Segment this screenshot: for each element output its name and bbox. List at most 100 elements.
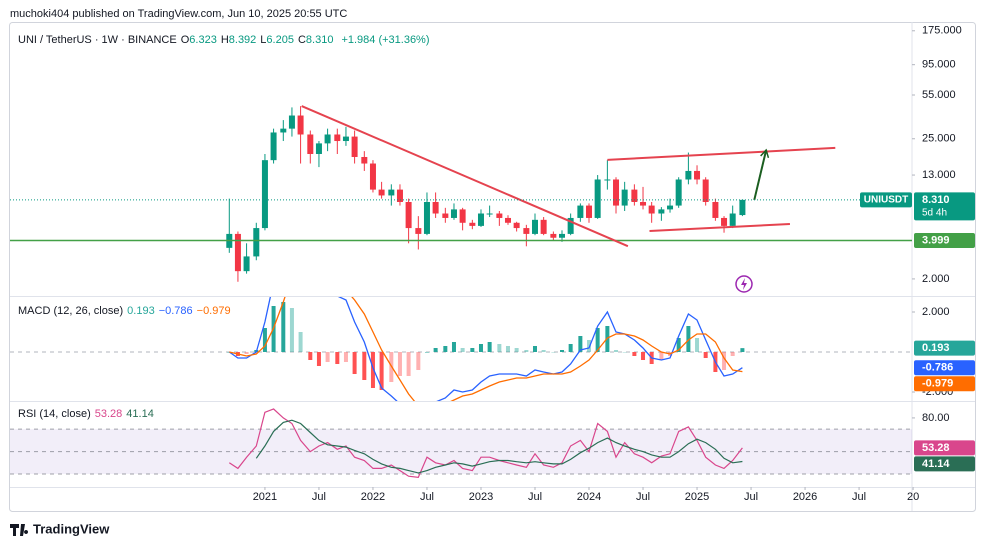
event-icon [735, 275, 753, 293]
candle-body [694, 170, 701, 180]
trend-line [649, 223, 790, 233]
candle-body [351, 136, 358, 157]
candle-body [702, 179, 709, 202]
candle-body [459, 209, 466, 223]
countdown: 5d 4h [922, 208, 947, 219]
candle-body [675, 179, 682, 206]
histogram-bar [308, 352, 313, 360]
macd-legend: MACD (12, 26, close) 0.193 −0.786 −0.979 [18, 305, 239, 317]
trend-line [607, 146, 836, 161]
candle-body [234, 233, 241, 272]
level-tag [914, 232, 975, 248]
value-tag [914, 456, 975, 472]
macd-line [228, 297, 743, 401]
candle-body [729, 213, 736, 226]
macd-line [229, 297, 743, 401]
y-tick-label: 95.000 [922, 59, 956, 71]
histogram-bar [397, 352, 402, 376]
x-tick-label: Jul [312, 491, 326, 503]
candle-body [378, 189, 385, 196]
symbol-tag-label: UNIUSDT [864, 195, 908, 206]
candle-body [577, 205, 584, 218]
rsi-pane [10, 408, 912, 479]
histogram-bar [362, 352, 367, 380]
ohlc-key: C [297, 34, 306, 46]
value-tag [914, 340, 975, 356]
x-tick-label: 2022 [361, 491, 385, 503]
histogram-bar [487, 342, 492, 352]
histogram-bar [532, 346, 537, 352]
histogram-bar [722, 352, 727, 370]
candle-body [342, 136, 349, 142]
histogram-bar [676, 338, 681, 352]
value-tag-label: 41.14 [922, 458, 950, 470]
x-tick-label: 2026 [793, 491, 817, 503]
candle-body [739, 199, 746, 216]
histogram-bar [695, 338, 700, 352]
histogram-bar [595, 328, 600, 352]
ohlc-key: H [220, 34, 229, 46]
candle-body [469, 222, 476, 226]
histogram-bar [587, 340, 592, 352]
x-tick-label: 2025 [685, 491, 709, 503]
symbol-tag [860, 192, 912, 208]
candle-body [685, 170, 692, 180]
histogram-bar [614, 350, 619, 352]
histogram-bar [298, 332, 303, 352]
histogram-bar [632, 352, 637, 356]
histogram-bar [262, 328, 267, 352]
macd-values: −0.786 −0.979 [159, 305, 235, 317]
histogram-bar [316, 352, 321, 366]
arrow [753, 148, 770, 201]
histogram-bar [443, 346, 448, 352]
x-tick-label: 20 [907, 491, 919, 503]
rsi-value: 41.14 [126, 408, 154, 420]
histogram-bar [478, 344, 483, 352]
value-tag-label: 53.28 [922, 442, 950, 454]
x-tick-label: 2024 [577, 491, 601, 503]
rsi-values: 53.28 41.14 [95, 408, 158, 420]
histogram-bar [416, 352, 421, 370]
candle-body [253, 228, 260, 257]
candle-body [307, 134, 314, 154]
ohlc-value: 8.392 [228, 34, 257, 46]
candle-body [496, 213, 503, 218]
candle-body [531, 219, 538, 234]
candle-body [631, 189, 638, 202]
candle-body [640, 201, 647, 206]
candle-body [261, 160, 268, 229]
y-tick-label: 2.000 [922, 306, 950, 318]
candle-body [405, 201, 412, 229]
histogram-bar [470, 348, 475, 352]
candle-body [270, 132, 277, 161]
candle-body [288, 115, 295, 129]
histogram-bar [703, 352, 708, 358]
y-tick-label: 175.000 [922, 25, 962, 37]
candle-body [550, 233, 557, 238]
candle-body [334, 134, 341, 142]
candle-body [486, 213, 493, 215]
frame [9, 22, 976, 512]
histogram-bar [551, 352, 556, 353]
histogram-bar [433, 348, 438, 352]
histogram-bar [568, 344, 573, 352]
level-tag-box [914, 232, 975, 248]
symbol: UNI / TetherUS · 1W · BINANCE [18, 34, 177, 46]
y-tick-label: 25.000 [922, 133, 956, 145]
candle-body [442, 213, 449, 218]
y-tick-label: 80.00 [922, 412, 950, 424]
histogram-bar [659, 352, 664, 360]
histogram-bar [451, 342, 456, 352]
x-tick-label: Jul [852, 491, 866, 503]
x-tick-label: Jul [420, 491, 434, 503]
price-legend: UNI / TetherUS · 1W · BINANCE O6.323 H8.39… [18, 34, 434, 46]
price-tag-label: 8.310 [922, 194, 950, 206]
value-tag [914, 360, 975, 376]
ohlc-key: L [260, 34, 267, 46]
rsi-value: 53.28 [94, 408, 123, 420]
histogram-bar [352, 352, 357, 374]
x-tick-label: Jul [636, 491, 650, 503]
histogram-bar [244, 352, 249, 354]
